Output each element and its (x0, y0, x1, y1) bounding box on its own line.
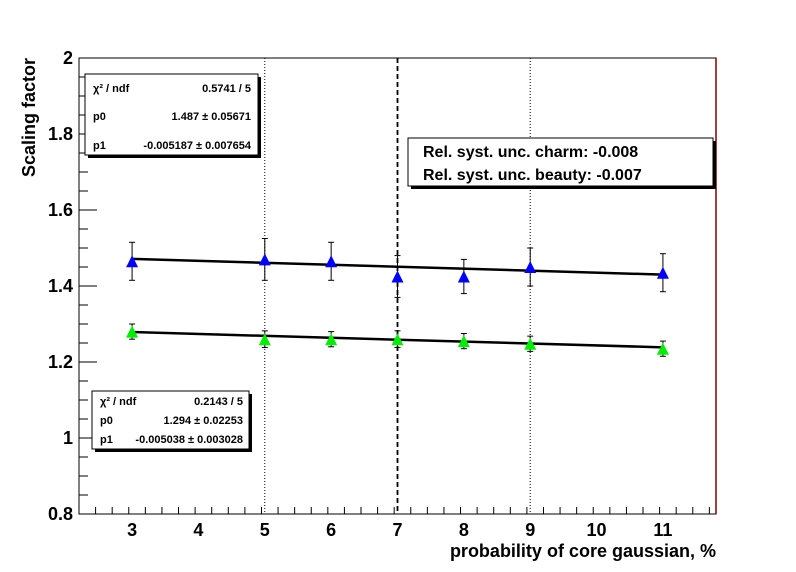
data-point (126, 255, 139, 268)
data-point (258, 253, 271, 266)
x-tick-label: 3 (127, 520, 137, 540)
data-point (524, 337, 537, 350)
data-points (126, 238, 669, 357)
data-point (391, 333, 404, 346)
data-point (325, 255, 338, 268)
x-tick-label: 9 (525, 520, 535, 540)
data-point (457, 270, 470, 283)
x-tick-label: 6 (326, 520, 336, 540)
y-tick-label: 1.2 (48, 352, 73, 372)
x-axis-title: probability of core gaussian, % (450, 541, 716, 561)
stat-p1-label: p1 (100, 434, 113, 446)
x-tick-label: 10 (587, 520, 607, 540)
note-charm: Rel. syst. unc. charm: -0.008 (423, 144, 638, 161)
y-axis-title: Scaling factor (19, 58, 39, 177)
x-tick-label: 7 (392, 520, 402, 540)
stat-box-blue: χ² / ndf 0.5741 / 5 p0 1.487 ± 0.05671 p… (84, 73, 261, 158)
x-tick-label: 8 (459, 520, 469, 540)
y-tick-label: 0.8 (48, 504, 73, 524)
data-point (656, 342, 669, 355)
stat-p1-value: -0.005038 ± 0.003028 (135, 434, 243, 446)
tick-labels: 3 4 5 6 7 8 9 10 11 0.8 1 1.2 1.4 1.6 1.8 2 (48, 48, 672, 540)
data-point (391, 270, 404, 283)
note-beauty: Rel. syst. unc. beauty: -0.007 (423, 167, 642, 184)
y-tick-label: 1 (63, 428, 73, 448)
stat-p0-label: p0 (100, 415, 113, 427)
stat-box-green: χ² / ndf 0.2143 / 5 p0 1.294 ± 0.02253 p… (91, 390, 252, 452)
data-point (656, 266, 669, 279)
data-point (325, 333, 338, 346)
x-tick-label: 5 (260, 520, 270, 540)
stat-p1-label: p1 (93, 140, 106, 152)
data-point (524, 261, 537, 273)
stat-chi2-label: χ² / ndf (93, 83, 130, 95)
stat-p1-value: -0.005187 ± 0.007654 (143, 140, 251, 152)
data-point (126, 325, 139, 338)
x-tick-label: 11 (653, 520, 672, 540)
y-tick-label: 1.4 (48, 276, 73, 296)
data-point (457, 335, 470, 348)
axis-ticks (78, 57, 710, 515)
stat-box-frame (84, 73, 259, 156)
stat-p0-value: 1.487 ± 0.05671 (172, 111, 251, 123)
stat-chi2-value: 0.2143 / 5 (194, 396, 243, 408)
data-point (258, 333, 271, 346)
y-tick-label: 2 (63, 48, 73, 68)
stat-p0-label: p0 (93, 111, 106, 123)
y-tick-label: 1.6 (48, 200, 73, 220)
x-tick-label: 4 (193, 520, 203, 540)
y-tick-label: 1.8 (48, 124, 73, 144)
stat-box-frame (91, 390, 250, 450)
stat-chi2-value: 0.5741 / 5 (202, 83, 251, 95)
syst-unc-note: Rel. syst. unc. charm: -0.008 Rel. syst.… (407, 137, 716, 189)
stat-chi2-label: χ² / ndf (100, 396, 137, 408)
note-frame (407, 137, 714, 187)
stat-p0-value: 1.294 ± 0.02253 (164, 415, 243, 427)
